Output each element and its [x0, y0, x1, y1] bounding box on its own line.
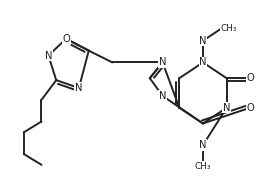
Text: N: N	[159, 57, 166, 68]
Text: N: N	[223, 103, 230, 113]
Text: N: N	[199, 140, 207, 150]
Text: N: N	[199, 36, 207, 46]
Text: N: N	[159, 91, 166, 101]
Text: CH₃: CH₃	[221, 24, 237, 33]
Text: CH₃: CH₃	[195, 162, 211, 171]
Text: O: O	[246, 73, 254, 83]
Text: N: N	[199, 57, 207, 68]
Text: O: O	[62, 34, 70, 44]
Text: N: N	[75, 83, 83, 93]
Text: O: O	[246, 103, 254, 113]
Text: N: N	[44, 51, 52, 60]
